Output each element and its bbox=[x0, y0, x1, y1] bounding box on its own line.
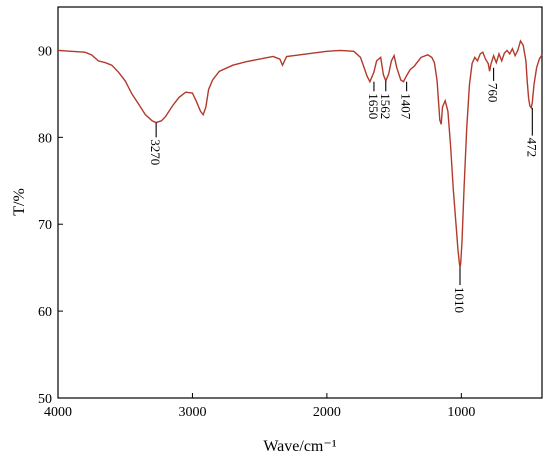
peak-label: 1407 bbox=[399, 93, 414, 120]
x-tick-label: 2000 bbox=[313, 405, 341, 420]
y-axis-title: T/% bbox=[11, 188, 28, 216]
y-tick-label: 50 bbox=[38, 392, 52, 407]
y-tick-label: 70 bbox=[38, 218, 52, 233]
peak-label: 760 bbox=[486, 83, 501, 103]
x-tick-label: 4000 bbox=[44, 405, 72, 420]
peak-label: 1010 bbox=[452, 287, 467, 313]
y-tick-label: 80 bbox=[38, 131, 52, 146]
series-line bbox=[57, 39, 543, 268]
x-axis-title: Wave/cm⁻¹ bbox=[263, 438, 336, 455]
peak-label: 1650 bbox=[366, 93, 381, 119]
plot-frame bbox=[57, 6, 543, 399]
y-tick-label: 60 bbox=[38, 305, 52, 320]
x-tick-label: 1000 bbox=[447, 405, 475, 420]
peak-label: 1562 bbox=[378, 93, 393, 119]
y-axis-ticks: 50 60 70 80 90 bbox=[38, 44, 63, 407]
peak-label: 472 bbox=[524, 138, 539, 158]
x-tick-label: 3000 bbox=[178, 405, 206, 420]
y-tick-label: 90 bbox=[38, 44, 52, 59]
peak-label: 3270 bbox=[148, 139, 163, 165]
x-axis-ticks: 4000 3000 2000 1000 bbox=[44, 393, 475, 420]
